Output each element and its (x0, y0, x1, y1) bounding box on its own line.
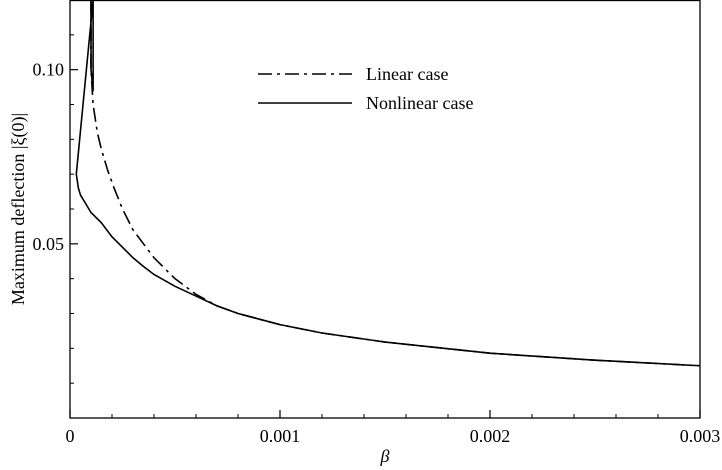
x-axis-title: β (380, 446, 390, 466)
legend: Linear case Nonlinear case (258, 64, 473, 113)
x-tick-label: 0.001 (260, 426, 301, 446)
series-line-nonlinear (75, 0, 701, 367)
x-tick-label: 0.002 (470, 426, 511, 446)
y-tick-label: 0.05 (33, 234, 65, 254)
x-tick-label: 0 (66, 426, 75, 446)
y-tick-label: 0.10 (33, 60, 65, 80)
x-tick-label: 0.003 (680, 426, 721, 446)
y-axis-title: Maximum deflection |ξ(0)| (8, 113, 29, 305)
series-line-linear (90, 0, 701, 367)
y-axis-ticks: 0.05 0.10 (33, 34, 78, 384)
x-axis-ticks: 0 0.001 0.002 0.003 (66, 410, 721, 446)
legend-label-nonlinear: Nonlinear case (366, 93, 473, 113)
legend-label-linear: Linear case (366, 64, 448, 84)
series-layer (75, 0, 701, 367)
